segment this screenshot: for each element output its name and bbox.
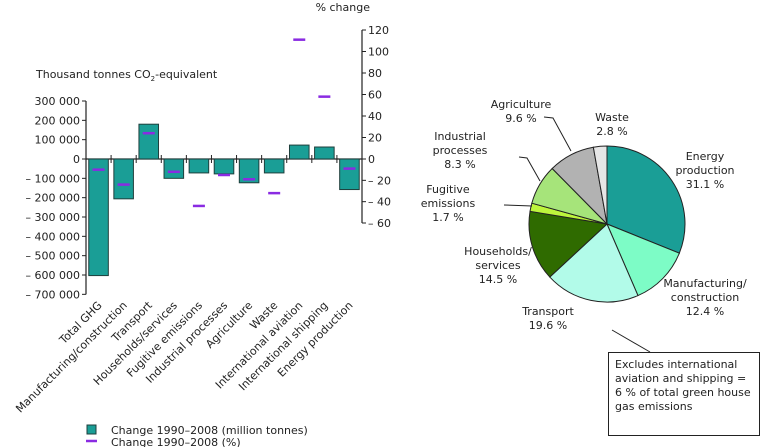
left-tick-label: – 200 000	[26, 192, 80, 205]
bar	[314, 146, 335, 160]
bar-chart: 300 000 200 000 100 000 0 – 100 000 – 200 000…	[13, 24, 391, 415]
bar	[188, 158, 210, 174]
pie-label: Agriculture 9.6 %	[491, 98, 552, 125]
bar	[88, 158, 109, 277]
left-axis-title: Thousand tonnes CO2-equivalent	[35, 68, 218, 83]
pie-slice	[606, 223, 680, 297]
pie-slice	[528, 210, 609, 278]
pie-label: Fugitive emissions 1.7 %	[421, 183, 476, 224]
left-tick-label: – 600 000	[26, 269, 80, 282]
left-tick-label: – 100 000	[26, 172, 80, 185]
pie-slice	[592, 145, 608, 225]
pie-label: Transport 19.6 %	[521, 305, 574, 332]
right-tick-label: 40	[368, 110, 382, 123]
right-axis-title: % change	[316, 1, 371, 14]
bar	[263, 158, 285, 174]
pie-label: Waste 2.8 %	[595, 111, 629, 138]
pie-label: Households/services 14.5 %	[464, 245, 532, 286]
bar	[213, 158, 235, 175]
left-tick-label: 300 000	[35, 95, 81, 108]
bar	[163, 158, 185, 179]
right-tick-label: 60	[368, 89, 382, 102]
pie-note: Excludes international aviation and ship…	[608, 352, 760, 436]
right-tick-label: 100	[368, 46, 389, 59]
pie-label: Industrial processes 8.3 %	[433, 130, 488, 171]
left-tick-label: – 700 000	[26, 288, 80, 301]
pie-chart: Energy production 31.1 % Manufacturing/cons…	[421, 98, 747, 353]
right-tick-label: – 60	[368, 217, 391, 230]
legend-label-marker: Change 1990–2008 (%)	[111, 436, 241, 447]
right-tick-label: – 20	[368, 174, 391, 187]
left-tick-label: – 500 000	[26, 250, 80, 263]
bar	[238, 158, 260, 184]
right-tick-label: – 40	[368, 196, 391, 209]
left-tick-label: 200 000	[35, 114, 81, 127]
pie-leader-line	[503, 204, 533, 207]
pie-label: Manufacturing/construction 12.4 %	[663, 277, 747, 318]
pie-slice	[606, 145, 686, 254]
pie-leader-line	[543, 116, 572, 152]
right-tick-label: 120	[368, 24, 389, 37]
right-tick-label: 80	[368, 67, 382, 80]
legend: Change 1990–2008 (million tonnes)Change …	[86, 424, 308, 447]
legend-label-bar: Change 1990–2008 (million tonnes)	[111, 424, 308, 437]
pie-label: Energy production 31.1 %	[675, 150, 734, 191]
right-tick-label: 0	[368, 153, 375, 166]
bar	[138, 123, 160, 160]
left-tick-label: 0	[73, 153, 80, 166]
pie-slice	[549, 223, 639, 303]
left-tick-label: – 300 000	[26, 211, 80, 224]
note-leader-line	[611, 329, 651, 353]
bar	[339, 158, 360, 191]
legend-swatch-bar	[86, 424, 97, 435]
bar	[113, 158, 134, 200]
left-tick-label: – 400 000	[26, 230, 80, 243]
right-tick-label: 20	[368, 132, 382, 145]
pie-leader-line	[518, 156, 541, 182]
left-tick-label: 100 000	[35, 134, 81, 147]
bar	[288, 144, 310, 160]
